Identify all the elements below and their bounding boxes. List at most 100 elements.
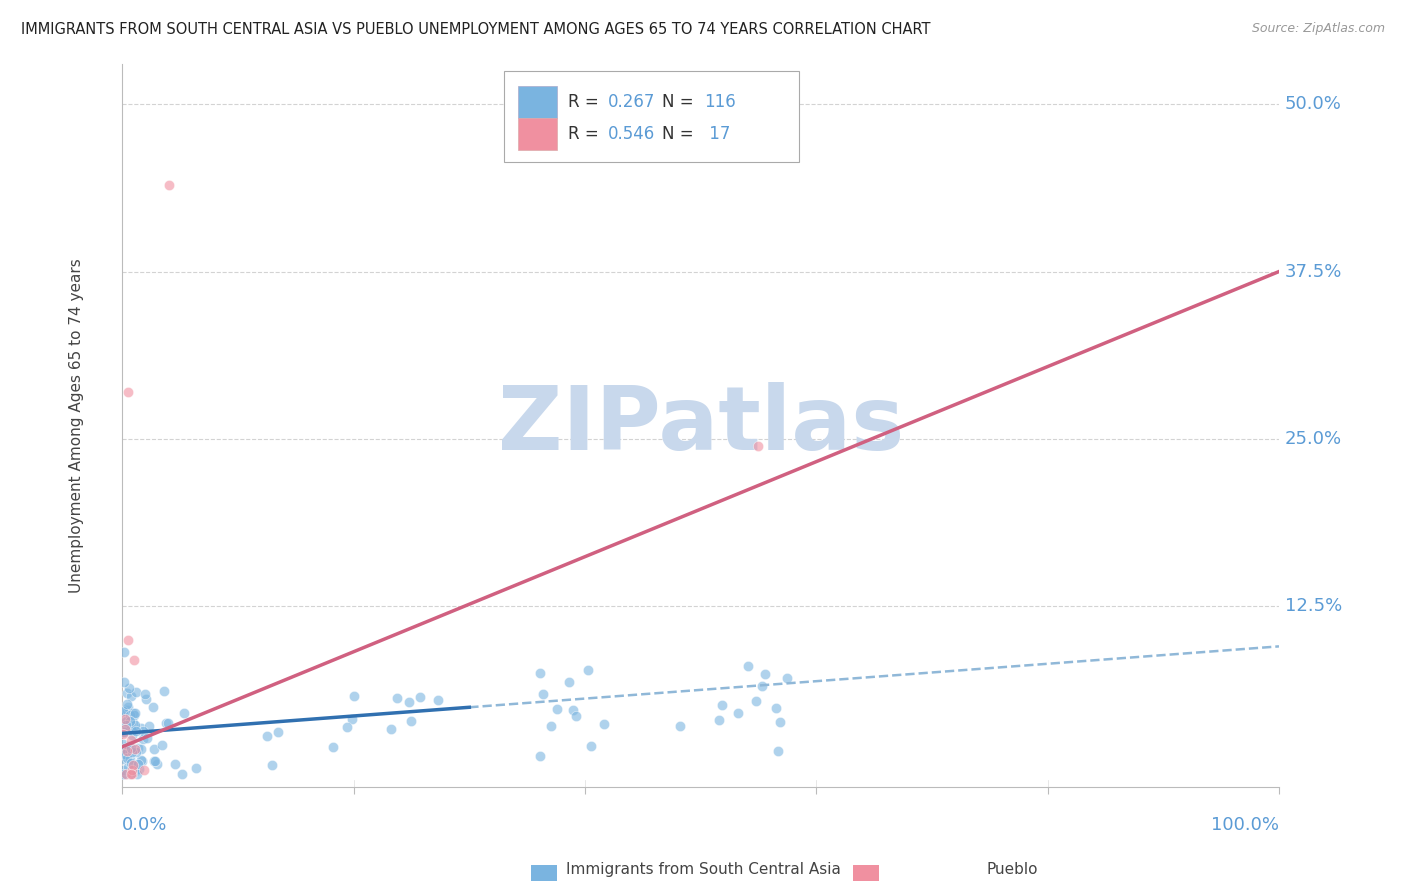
Point — [117, 384, 139, 399]
Point — [529, 749, 551, 764]
Point — [707, 713, 730, 727]
Point — [170, 766, 193, 780]
Point — [143, 742, 166, 756]
Point — [134, 763, 156, 777]
Point — [593, 717, 616, 731]
Point — [399, 714, 422, 728]
Point — [121, 728, 143, 742]
Point — [409, 690, 432, 705]
Point — [112, 752, 135, 766]
Point — [118, 708, 141, 723]
Point — [114, 722, 136, 736]
Point — [118, 744, 141, 758]
Point — [129, 742, 152, 756]
Point — [546, 701, 568, 715]
Point — [711, 698, 734, 713]
Point — [737, 658, 759, 673]
Point — [115, 751, 138, 765]
Point — [156, 716, 179, 731]
FancyBboxPatch shape — [517, 119, 557, 150]
Text: 37.5%: 37.5% — [1285, 262, 1343, 281]
Point — [669, 719, 692, 733]
Point — [398, 695, 420, 709]
Point — [125, 724, 148, 739]
Point — [121, 766, 143, 780]
Point — [558, 675, 581, 690]
Point — [114, 747, 136, 761]
Point — [131, 731, 153, 746]
Point — [112, 674, 135, 689]
Point — [117, 697, 139, 711]
Point — [751, 679, 773, 693]
Point — [118, 739, 141, 753]
Point — [117, 700, 139, 714]
Point — [121, 706, 143, 720]
Text: N =: N = — [662, 94, 699, 112]
Point — [565, 708, 588, 723]
Point — [765, 701, 787, 715]
Point — [343, 690, 366, 704]
Point — [186, 761, 208, 775]
Point — [745, 694, 768, 708]
Point — [118, 681, 141, 695]
Point — [121, 763, 143, 777]
Point — [124, 764, 146, 778]
FancyBboxPatch shape — [503, 71, 799, 161]
Point — [125, 684, 148, 698]
Point — [121, 757, 143, 772]
Text: 0.546: 0.546 — [609, 125, 655, 144]
Point — [747, 439, 769, 453]
Text: ZIPatlas: ZIPatlas — [498, 382, 904, 469]
Point — [120, 714, 142, 728]
Text: 12.5%: 12.5% — [1285, 598, 1341, 615]
Point — [143, 755, 166, 769]
Point — [121, 723, 143, 738]
Point — [120, 740, 142, 755]
Point — [114, 766, 136, 780]
Point — [122, 653, 145, 667]
Point — [112, 763, 135, 777]
Point — [128, 762, 150, 776]
Text: N =: N = — [662, 125, 699, 144]
Point — [120, 721, 142, 735]
Point — [125, 745, 148, 759]
Point — [135, 731, 157, 746]
Point — [142, 755, 165, 769]
Point — [112, 747, 135, 762]
Point — [115, 714, 138, 728]
Point — [114, 714, 136, 728]
Point — [150, 738, 173, 752]
Point — [129, 721, 152, 735]
Text: 0.267: 0.267 — [609, 94, 655, 112]
Point — [529, 666, 551, 681]
Point — [112, 725, 135, 739]
Point — [121, 757, 143, 772]
Point — [153, 684, 176, 698]
Point — [260, 757, 283, 772]
Point — [122, 716, 145, 731]
Point — [173, 706, 195, 720]
Point — [579, 739, 602, 754]
Point — [112, 726, 135, 740]
Point — [112, 725, 135, 739]
Point — [768, 744, 790, 758]
Point — [112, 766, 135, 780]
Point — [112, 645, 135, 659]
Point — [727, 706, 749, 720]
Point — [155, 715, 177, 730]
Point — [115, 766, 138, 780]
Point — [115, 703, 138, 717]
Text: 0.0%: 0.0% — [122, 816, 167, 834]
Point — [380, 723, 402, 737]
Point — [336, 720, 359, 734]
Point — [117, 686, 139, 700]
Point — [117, 744, 139, 758]
Point — [127, 741, 149, 756]
Text: 25.0%: 25.0% — [1285, 430, 1341, 448]
Point — [118, 752, 141, 766]
Point — [540, 719, 562, 733]
Point — [122, 707, 145, 722]
Text: Immigrants from South Central Asia: Immigrants from South Central Asia — [565, 863, 841, 877]
Point — [120, 716, 142, 731]
Point — [124, 706, 146, 720]
